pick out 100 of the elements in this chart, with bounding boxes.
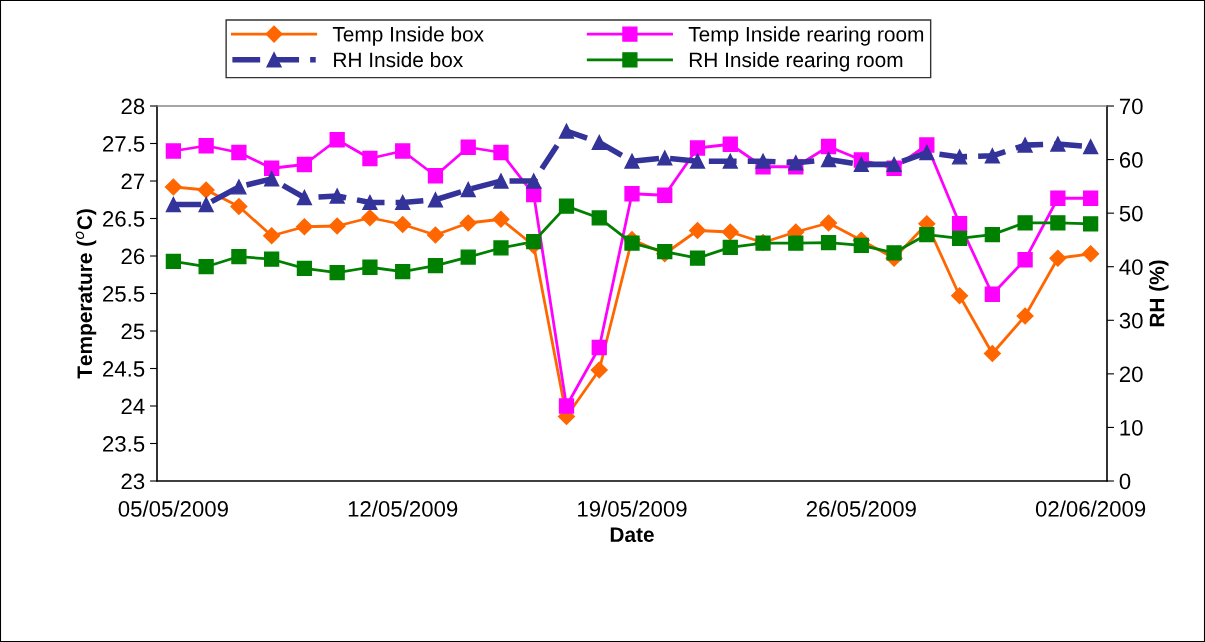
point [526, 233, 542, 250]
y-tick-label: 27.5 [103, 136, 145, 152]
point [755, 153, 771, 169]
point [984, 226, 1000, 243]
y-tick-label: 25.5 [103, 286, 145, 302]
y2-tick-label: 30 [1119, 312, 1143, 329]
point [296, 260, 313, 276]
point [165, 253, 182, 269]
point [231, 179, 247, 195]
y2-tick-label: 70 [1119, 98, 1143, 115]
point [460, 139, 476, 155]
point [1050, 136, 1066, 152]
point [624, 153, 640, 169]
point [657, 150, 673, 166]
point [264, 251, 280, 267]
point [362, 150, 378, 167]
point [1082, 245, 1100, 263]
y-tick-label: 23.5 [103, 436, 145, 452]
point [624, 235, 640, 251]
point [688, 221, 707, 240]
x-axis-title: Date [610, 527, 654, 543]
point [689, 153, 706, 169]
point [492, 210, 510, 228]
point [983, 344, 1001, 363]
point [329, 188, 345, 204]
point [1049, 249, 1067, 267]
point [558, 398, 575, 414]
point [197, 181, 215, 199]
point [919, 144, 935, 161]
point [1050, 215, 1066, 231]
point [493, 240, 509, 256]
y-tick-label: 28 [121, 98, 145, 115]
point [591, 339, 607, 356]
point [427, 168, 444, 184]
y2-tick-label: 50 [1119, 205, 1143, 222]
point [590, 361, 608, 379]
point [362, 194, 378, 211]
y2-tick-label: 20 [1119, 366, 1143, 383]
x-tick-label: 02/06/2009 [1035, 500, 1146, 517]
y2-tick-label: 60 [1119, 152, 1143, 168]
point [657, 187, 673, 203]
point [853, 237, 869, 253]
point [853, 156, 869, 173]
point [788, 155, 804, 171]
point [951, 149, 968, 165]
point [591, 134, 607, 151]
point [329, 264, 345, 281]
point [493, 173, 509, 189]
point [1050, 190, 1066, 206]
point [886, 156, 902, 173]
point [526, 173, 542, 189]
point [395, 143, 411, 159]
point [1017, 137, 1033, 153]
point [1016, 307, 1034, 325]
point [231, 144, 247, 161]
point [459, 214, 477, 232]
point [264, 160, 280, 176]
point [362, 259, 378, 275]
point [886, 245, 902, 261]
point [1082, 139, 1099, 155]
y2-tick-label: 0 [1119, 473, 1131, 490]
point [820, 234, 837, 251]
point [198, 138, 214, 154]
legend-label: RH Inside box [334, 51, 464, 68]
y-tick-label: 24 [121, 398, 145, 415]
y2-axis-title: RH (%) [1149, 260, 1169, 327]
point [295, 218, 313, 236]
point [493, 144, 509, 161]
point [1082, 216, 1099, 232]
point [395, 263, 411, 280]
point [689, 140, 706, 156]
point [394, 215, 412, 234]
point [328, 217, 346, 235]
point [395, 194, 411, 211]
point [1017, 252, 1033, 268]
point [689, 250, 706, 266]
point [788, 235, 804, 251]
point [165, 196, 182, 213]
point [722, 153, 738, 169]
point [819, 214, 838, 232]
point [919, 226, 935, 243]
y2-tick-label: 10 [1120, 419, 1143, 436]
point [165, 143, 182, 159]
y-tick-label: 25 [121, 323, 145, 340]
point [426, 226, 445, 244]
point [722, 136, 738, 152]
point [820, 138, 837, 155]
point [361, 209, 379, 227]
point [722, 239, 738, 256]
point [329, 132, 345, 148]
y-axis-title: Temperature ($^{o}$C) [75, 209, 97, 379]
y-tick-label: 23 [121, 473, 145, 490]
y-tick-label: 27 [121, 173, 145, 190]
x-tick-label: 19/05/2009 [578, 500, 687, 517]
x-tick-label: 05/05/2009 [118, 500, 228, 517]
legend-label: Temp Inside rearing room [688, 26, 924, 46]
point [951, 216, 968, 232]
point [164, 178, 182, 196]
point [460, 249, 476, 265]
point [296, 189, 313, 206]
